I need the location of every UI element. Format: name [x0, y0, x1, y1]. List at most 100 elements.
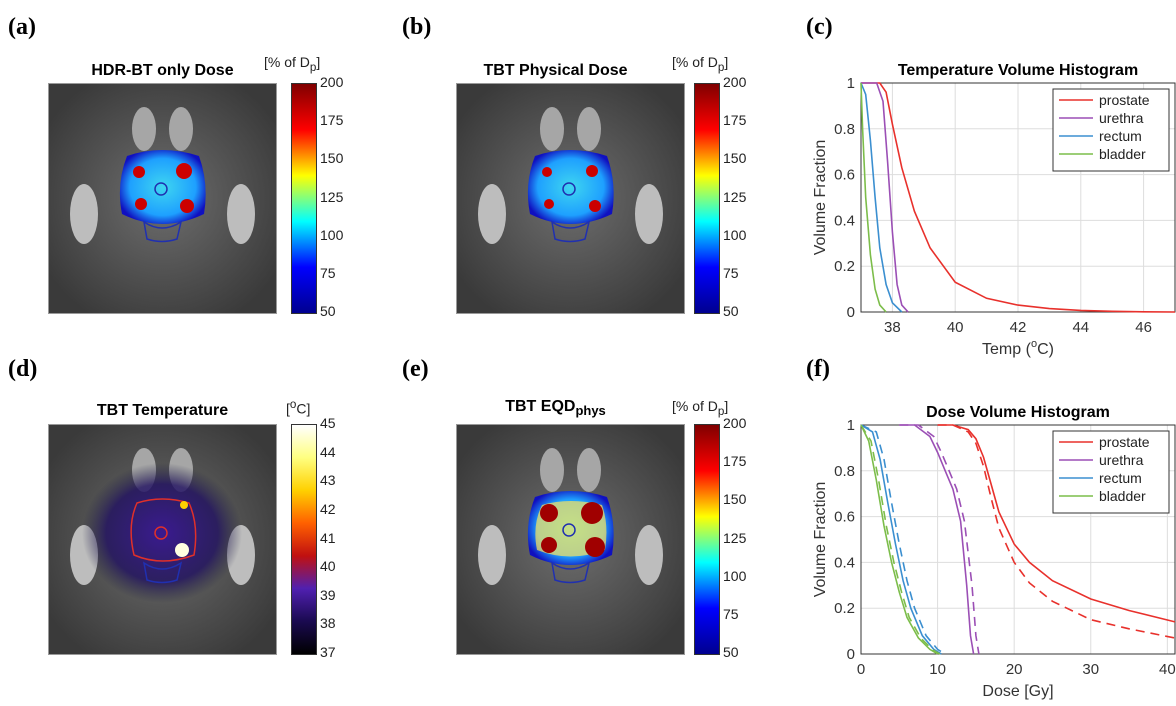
x-axis-label: Dose [Gy] [982, 683, 1053, 700]
x-tick-label: 40 [1159, 661, 1176, 678]
colorbar-tick-label: 75 [723, 605, 739, 622]
panel-b-colorbar [694, 83, 720, 314]
series-line-urethra [861, 82, 909, 313]
panel-d-colorbar-unit: [oC] [286, 398, 311, 417]
colorbar-tick-label: 125 [723, 529, 747, 546]
series-line-rectum-dashed [860, 424, 946, 655]
series-line-prostate [937, 424, 1176, 623]
plot-border [860, 424, 1176, 655]
panel-e-eqd-map [457, 425, 684, 654]
panel-b-title: TBT Physical Dose [483, 62, 628, 79]
panel-e-title: TBT EQDphys [505, 398, 606, 419]
panel-letter-a: (a) [8, 14, 36, 40]
panel-d-colorbar [291, 424, 317, 655]
colorbar-tick-label: 175 [723, 453, 747, 470]
colorbar-tick-label: 45 [320, 415, 336, 431]
panel-d-temperature-map [49, 425, 276, 654]
panel-e-ct-image [456, 424, 685, 655]
colorbar-tick-label: 42 [320, 500, 336, 517]
legend-box [1052, 430, 1170, 514]
panel-d-ct-image [48, 424, 277, 655]
colorbar-tick-label: 44 [320, 443, 336, 460]
series-line-urethra [899, 424, 975, 655]
colorbar-tick-label: 150 [320, 150, 344, 167]
series-line-bladder-dashed [860, 424, 941, 655]
panel-letter-b: (b) [402, 14, 432, 40]
dose-volume-histogram-chart: Dose Volume Histogram 0 10 20 30 40 0 0.2 0.4 0.6… [812, 404, 1176, 700]
legend-label-bladder: bladder [1099, 146, 1146, 162]
plot-border [860, 82, 1176, 313]
panel-b-colorbar-unit: [% of Dp] [672, 54, 729, 74]
colorbar-tick-label: 100 [723, 567, 747, 584]
y-tick-label: 0.8 [834, 121, 855, 138]
legend-label-prostate: prostate [1099, 434, 1150, 450]
colorbar-tick-label: 150 [723, 491, 747, 508]
y-tick-label: 0 [847, 646, 855, 663]
colorbar-tick-label: 175 [320, 112, 344, 129]
series-line-bladder [860, 82, 887, 313]
x-tick-label: 40 [947, 319, 964, 336]
legend-label-urethra: urethra [1099, 110, 1144, 126]
y-axis-label: Volume Fraction [812, 140, 829, 256]
colorbar-tick-label: 50 [320, 303, 336, 319]
legend-label-bladder: bladder [1099, 488, 1146, 504]
x-axis-label-sup: o [1031, 338, 1037, 350]
x-tick-label: 38 [884, 319, 901, 336]
panel-b-dose-map [457, 84, 684, 313]
y-tick-label: 1 [847, 75, 855, 92]
colorbar-tick-label: 75 [723, 264, 739, 281]
y-tick-label: 1 [847, 417, 855, 434]
panel-a-colorbar [291, 83, 317, 314]
x-axis-label: Temp (oC) [982, 338, 1054, 358]
panel-d-title: TBT Temperature [96, 402, 229, 419]
colorbar-tick-label: 43 [320, 472, 336, 489]
y-tick-label: 0 [847, 304, 855, 321]
x-axis-label-end: C) [1037, 341, 1054, 358]
legend-label-prostate: prostate [1099, 92, 1150, 108]
colorbar-tick-label: 125 [320, 188, 344, 205]
y-axis-label: Volume Fraction [812, 482, 829, 598]
colorbar-tick-label: 75 [320, 264, 336, 281]
legend-box [1052, 88, 1170, 172]
y-tick-label: 0.6 [834, 509, 855, 526]
panel-letter-e: (e) [402, 356, 429, 382]
panel-e-colorbar-unit: [% of Dp] [672, 398, 729, 418]
y-tick-label: 0.4 [834, 212, 855, 229]
x-tick-label: 44 [1072, 319, 1089, 336]
y-tick-label: 0.2 [834, 600, 855, 617]
panel-a-colorbar-unit: [% of Dp] [264, 54, 321, 74]
x-tick-label: 42 [1010, 319, 1027, 336]
series-line-rectum [860, 424, 942, 655]
colorbar-tick-label: 40 [320, 558, 336, 575]
x-tick-label: 30 [1082, 661, 1099, 678]
colorbar-tick-label: 125 [723, 188, 747, 205]
colorbar-tick-label: 200 [723, 415, 747, 431]
colorbar-tick-label: 39 [320, 586, 336, 603]
colorbar-tick-label: 150 [723, 150, 747, 167]
colorbar-tick-label: 200 [320, 74, 344, 90]
chart-title: Dose Volume Histogram [926, 404, 1110, 421]
x-tick-label: 0 [857, 661, 865, 678]
colorbar-tick-label: 100 [723, 226, 747, 243]
panel-a-ct-image [48, 83, 277, 314]
panel-letter-c: (c) [806, 14, 833, 40]
legend-label-rectum: rectum [1099, 470, 1142, 486]
colorbar-tick-label: 50 [723, 644, 739, 660]
series-line-urethra-dashed [899, 424, 980, 655]
series-line-prostate [861, 82, 1176, 313]
x-tick-label: 10 [929, 661, 946, 678]
y-tick-label: 0.2 [834, 258, 855, 275]
y-tick-label: 0.6 [834, 167, 855, 184]
x-tick-label: 46 [1135, 319, 1152, 336]
series-line-bladder [860, 424, 939, 655]
colorbar-tick-label: 50 [723, 303, 739, 319]
panel-e-colorbar [694, 424, 720, 655]
colorbar-tick-label: 200 [723, 74, 747, 90]
panel-a-title: HDR-BT only Dose [91, 62, 234, 79]
colorbar-tick-label: 100 [320, 226, 344, 243]
y-tick-label: 0.8 [834, 463, 855, 480]
panel-a-dose-map [49, 84, 276, 313]
y-tick-label: 0.4 [834, 554, 855, 571]
temperature-volume-histogram-chart: Temperature Volume Histogram 38 40 42 44 46 0 0… [812, 62, 1176, 358]
colorbar-tick-label: 37 [320, 644, 336, 660]
